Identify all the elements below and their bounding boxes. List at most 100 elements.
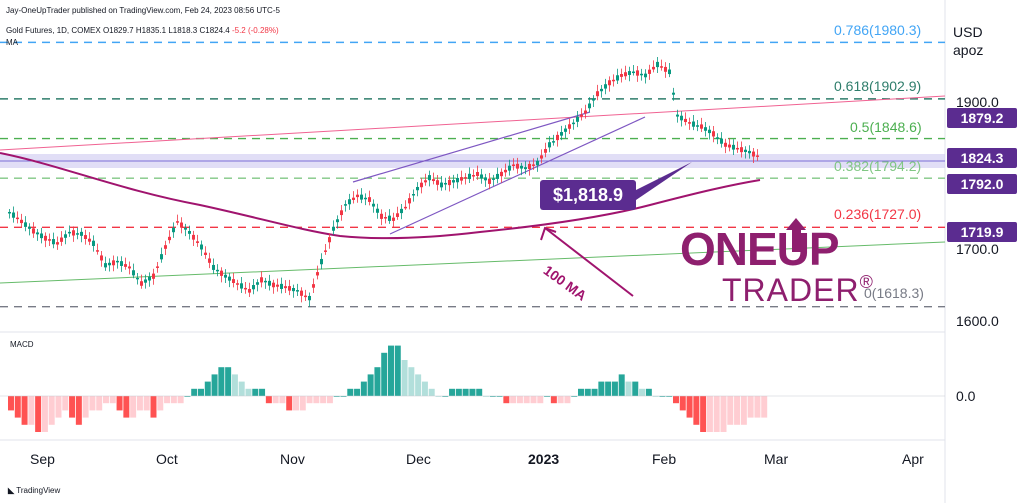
symbol-name: Gold Futures, 1D, COMEX bbox=[6, 26, 101, 35]
fib-label: 0.382(1794.2) bbox=[834, 158, 922, 174]
candle-body bbox=[132, 270, 135, 276]
macd-bar bbox=[265, 396, 272, 404]
candle-body bbox=[188, 230, 191, 234]
logo-oneup: ONEUP bbox=[680, 223, 840, 275]
candle-body bbox=[648, 69, 651, 74]
candle-body bbox=[484, 177, 487, 181]
price-tag: 1719.9 bbox=[947, 222, 1017, 242]
y-tick: 1700.0 bbox=[956, 241, 999, 257]
candle-body bbox=[360, 194, 363, 200]
macd-bar bbox=[69, 396, 76, 418]
upper-trendline bbox=[0, 95, 946, 151]
macd-bar bbox=[706, 396, 713, 432]
macd-bar bbox=[584, 388, 591, 396]
macd-bar bbox=[299, 396, 306, 411]
candle-body bbox=[100, 255, 103, 261]
candle-body bbox=[732, 144, 735, 150]
macd-bar bbox=[686, 396, 693, 418]
candle-body bbox=[260, 277, 263, 283]
macd-bar bbox=[571, 396, 578, 397]
candle-body bbox=[728, 144, 731, 148]
candle-body bbox=[748, 150, 751, 154]
macd-bar bbox=[388, 345, 394, 396]
candle-body bbox=[460, 177, 463, 181]
candle-body bbox=[288, 286, 291, 291]
candle-body bbox=[684, 118, 687, 123]
macd-bar bbox=[761, 396, 768, 418]
candle-body bbox=[352, 197, 355, 200]
candle-body bbox=[192, 234, 195, 240]
fib-label: 0.786(1980.3) bbox=[834, 22, 922, 38]
macd-bar bbox=[611, 381, 618, 396]
candle-body bbox=[356, 194, 359, 198]
macd-bar bbox=[191, 388, 198, 396]
candle-body bbox=[340, 210, 343, 216]
macd-bar bbox=[204, 381, 211, 396]
macd-bar bbox=[652, 396, 659, 397]
candle-body bbox=[196, 241, 199, 243]
macd-bar bbox=[727, 396, 734, 425]
macd-bar bbox=[259, 388, 266, 396]
candle-body bbox=[448, 179, 451, 186]
candle-body bbox=[428, 175, 431, 181]
channel-upper bbox=[352, 111, 591, 183]
macd-bar bbox=[496, 396, 503, 397]
candle-body bbox=[572, 122, 575, 125]
macd-bar bbox=[184, 396, 191, 397]
candle-body bbox=[52, 239, 55, 245]
candle-body bbox=[36, 232, 39, 235]
candle-body bbox=[692, 121, 695, 127]
macd-bar bbox=[720, 396, 727, 432]
candle-body bbox=[136, 277, 139, 280]
candle-body bbox=[28, 226, 31, 229]
macd-bar bbox=[442, 396, 449, 397]
fib-label: 0(1618.3) bbox=[864, 285, 924, 301]
candle-body bbox=[300, 290, 303, 296]
ma-arrow bbox=[544, 227, 634, 297]
candle-body bbox=[348, 199, 351, 205]
candle-body bbox=[128, 266, 131, 269]
macd-bar bbox=[700, 396, 707, 432]
macd-bar bbox=[354, 388, 361, 396]
candle-body bbox=[180, 222, 183, 228]
candle-body bbox=[624, 72, 627, 77]
macd-bar bbox=[150, 396, 157, 418]
macd-bar bbox=[550, 396, 557, 404]
macd-bar bbox=[14, 396, 21, 418]
x-tick: Mar bbox=[764, 451, 789, 467]
macd-bar bbox=[313, 396, 320, 404]
candle-body bbox=[344, 204, 347, 206]
candle-body bbox=[492, 178, 495, 180]
candle-body bbox=[568, 124, 571, 129]
macd-bar bbox=[360, 381, 367, 396]
candle-body bbox=[592, 98, 595, 101]
candle-body bbox=[252, 285, 255, 290]
candle-body bbox=[496, 173, 499, 179]
candle-body bbox=[556, 134, 559, 141]
candle-body bbox=[208, 258, 211, 263]
macd-bar bbox=[421, 381, 428, 396]
candle-body bbox=[176, 221, 179, 223]
candle-body bbox=[632, 71, 635, 74]
macd-bar bbox=[157, 396, 164, 411]
macd-histogram bbox=[0, 345, 945, 432]
x-tick: Apr bbox=[902, 451, 924, 467]
macd-bar bbox=[476, 388, 483, 396]
macd-bar bbox=[286, 396, 293, 411]
candle-body bbox=[664, 66, 667, 72]
macd-bar bbox=[598, 381, 605, 396]
candle-body bbox=[216, 269, 219, 272]
macd-bar bbox=[483, 396, 489, 397]
macd-bar bbox=[333, 396, 340, 397]
ma-100-line bbox=[0, 152, 761, 240]
candle-body bbox=[488, 178, 491, 184]
candle-body bbox=[48, 239, 51, 241]
x-tick: Dec bbox=[406, 451, 431, 467]
candle-body bbox=[536, 160, 539, 166]
candle-body bbox=[368, 197, 371, 202]
indicator-ma-label: MA bbox=[6, 38, 18, 47]
candle-body bbox=[756, 155, 759, 157]
symbol-line: Gold Futures, 1D, COMEX O1829.7 H1835.1 … bbox=[6, 26, 279, 35]
macd-bar bbox=[666, 396, 673, 397]
